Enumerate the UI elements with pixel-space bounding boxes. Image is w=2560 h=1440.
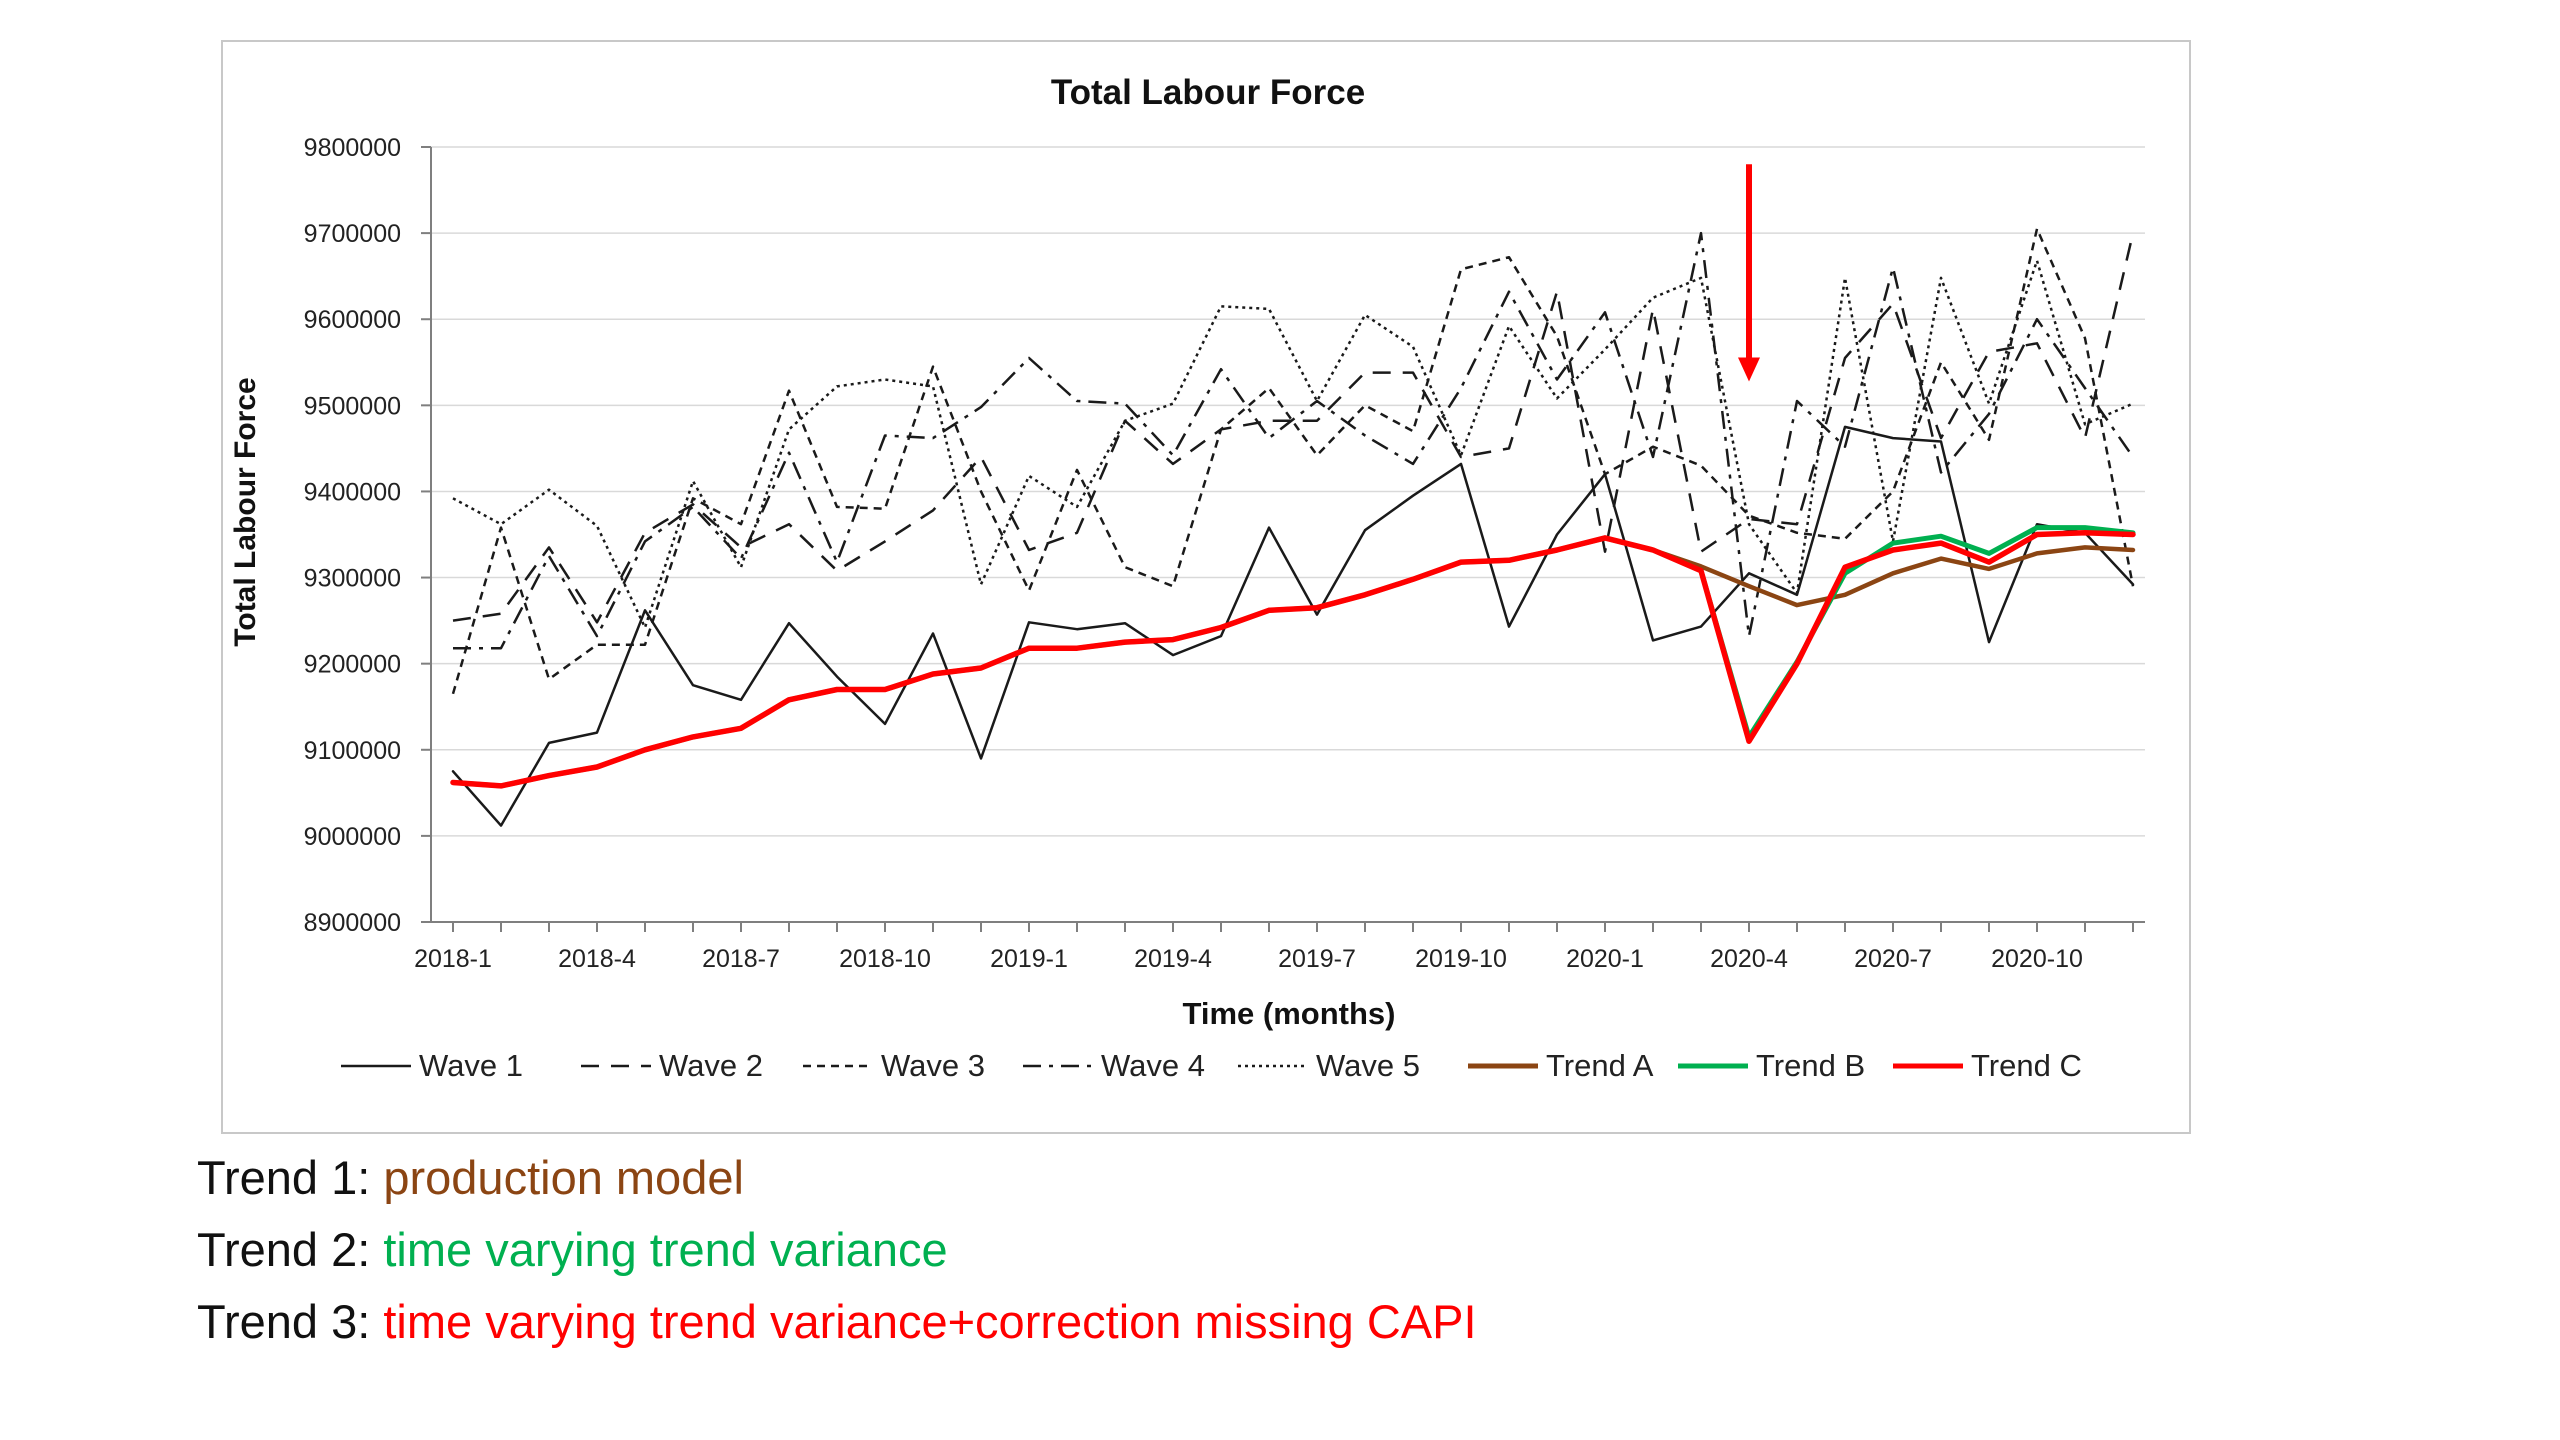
caption-prefix: Trend 1:	[197, 1151, 384, 1204]
caption-description: time varying trend variance	[383, 1223, 948, 1276]
legend-label: Trend A	[1546, 1048, 1654, 1083]
annotation-layer	[1738, 164, 1760, 382]
x-tick-label: 2020-4	[1710, 945, 1788, 973]
series-line-wave-2	[452, 232, 2135, 624]
legend-label: Trend C	[1971, 1048, 2082, 1083]
series-line-trend-a	[450, 535, 2136, 789]
series-line-wave-5	[452, 259, 2134, 629]
x-tick-label: 2020-10	[1991, 945, 2083, 973]
series-line-trend-c	[450, 530, 2136, 789]
series-layer	[450, 227, 2136, 827]
y-tick-label: 9200000	[304, 651, 401, 679]
series-line-wave-3	[451, 227, 2135, 695]
caption-prefix: Trend 2:	[197, 1223, 384, 1276]
legend-label: Wave 3	[881, 1048, 985, 1083]
x-tick-label: 2018-7	[702, 945, 780, 973]
y-axis-label: Total Labour Force	[229, 377, 262, 646]
x-tick-label: 2018-10	[839, 945, 931, 973]
legend-label: Wave 5	[1316, 1048, 1420, 1083]
caption-trend-1: Trend 1: production model	[197, 1150, 744, 1205]
legend-label: Wave 1	[419, 1048, 523, 1083]
axis-layer: 8900000 9000000 9100000 9200000 9300000 94000…	[304, 134, 2145, 973]
x-tick-label: 2020-7	[1854, 945, 1932, 973]
y-tick-label: 8900000	[304, 909, 401, 937]
chart-panel: Total Labour Force Total Labour Force Ti…	[221, 40, 2191, 1134]
x-tick-label: 2019-4	[1134, 945, 1212, 973]
x-tick-label: 2018-1	[414, 945, 492, 973]
caption-trend-3: Trend 3: time varying trend variance+cor…	[197, 1294, 1477, 1349]
y-tick-label: 9800000	[304, 134, 401, 162]
line-chart: Total Labour Force Total Labour Force Ti…	[229, 73, 2145, 1083]
y-tick-label: 9500000	[304, 392, 401, 420]
legend-label: Wave 4	[1101, 1048, 1205, 1083]
x-tick-label: 2018-4	[558, 945, 636, 973]
caption-description: time varying trend variance+correction m…	[383, 1295, 1477, 1348]
series-line-wave-1	[451, 425, 2135, 827]
grid-layer	[431, 146, 2145, 837]
x-tick-label: 2019-7	[1278, 945, 1356, 973]
legend-label: Wave 2	[659, 1048, 763, 1083]
y-tick-label: 9300000	[304, 565, 401, 593]
x-tick-label: 2020-1	[1566, 945, 1644, 973]
y-tick-label: 9600000	[304, 306, 401, 334]
y-tick-label: 9000000	[304, 823, 401, 851]
annotation-arrow-head	[1738, 357, 1760, 382]
y-tick-label: 9700000	[304, 220, 401, 248]
caption-prefix: Trend 3:	[197, 1295, 384, 1348]
y-tick-label: 9400000	[304, 478, 401, 506]
series-line-wave-4	[453, 231, 2135, 650]
series-line-trend-b	[450, 525, 2136, 789]
legend: Wave 1 Wave 2 Wave 3 Wave 4 Wave 5 Trend A Tre…	[341, 1048, 2082, 1083]
caption-trend-2: Trend 2: time varying trend variance	[197, 1222, 948, 1277]
x-tick-label: 2019-1	[990, 945, 1068, 973]
caption-description: production model	[383, 1151, 744, 1204]
chart-title: Total Labour Force	[1051, 73, 1365, 112]
y-tick-label: 9100000	[304, 737, 401, 765]
x-tick-label: 2019-10	[1415, 945, 1507, 973]
legend-label: Trend B	[1756, 1048, 1865, 1083]
x-axis-label: Time (months)	[1183, 996, 1396, 1031]
